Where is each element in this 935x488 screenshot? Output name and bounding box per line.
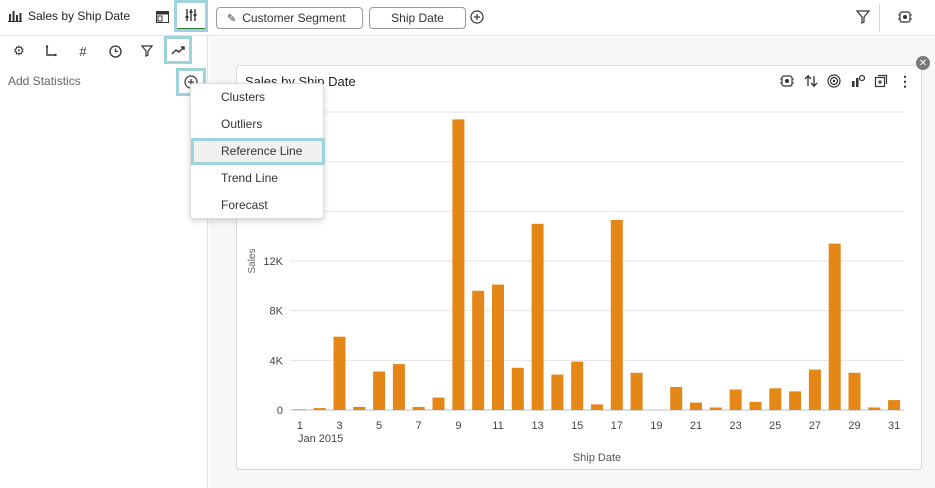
filter-pill-label: Customer Segment [242,11,346,25]
top-toolbar: Sales by Ship Date ✎ Customer Segment Sh… [0,0,935,36]
filter-pill-customer-segment[interactable]: ✎ Customer Segment [216,7,363,29]
add-visualization-icon[interactable] [873,73,889,89]
properties-panel: ⚙ # Add Statistics [0,36,208,488]
sliders-icon [185,9,197,21]
trend-icon [171,46,185,55]
menu-item-outliers[interactable]: Outliers [221,117,263,131]
brain-icon [898,11,912,23]
menu-item-forecast[interactable]: Forecast [221,198,268,212]
analytics-tab[interactable] [164,36,192,64]
axes-icon[interactable] [42,42,60,60]
filter-icon [856,10,870,24]
filter-options-button[interactable] [855,9,871,25]
clock-icon[interactable] [106,42,124,60]
filter-icon[interactable] [138,42,156,60]
more-options-icon[interactable]: ⋮ [898,72,912,89]
hash-icon[interactable]: # [79,43,87,59]
bar-chart-icon [8,11,22,22]
brain-icon[interactable] [779,73,795,89]
properties-tabs: ⚙ # [0,36,208,66]
layout-icon[interactable] [154,9,170,25]
chart-type-icon[interactable] [850,73,866,89]
target-icon[interactable] [826,73,842,89]
data-action-button[interactable] [897,9,913,25]
menu-item-clusters[interactable]: Clusters [221,90,266,104]
pin-icon: ✎ [227,12,237,25]
menu-item-trend-line[interactable]: Trend Line [221,171,278,185]
add-statistics-label: Add Statistics [8,74,81,88]
gear-icon[interactable]: ⚙ [13,43,25,58]
grammar-panel-button[interactable] [174,0,208,32]
menu-item-reference-line[interactable]: Reference Line [191,138,325,165]
app-title-label: Sales by Ship Date [28,9,131,23]
filter-pill-ship-date[interactable]: Ship Date [369,7,466,29]
app-title: Sales by Ship Date [8,9,130,23]
filter-pill-label: Ship Date [391,11,444,25]
plus-circle-icon [470,10,484,24]
visualization-card [236,65,922,470]
add-statistics-menu: Clusters Outliers Reference Line Trend L… [190,83,325,219]
sort-icon[interactable] [803,73,819,89]
toolbar-divider [879,4,880,32]
add-filter-button[interactable] [469,9,485,25]
close-icon[interactable]: ✕ [916,56,930,70]
